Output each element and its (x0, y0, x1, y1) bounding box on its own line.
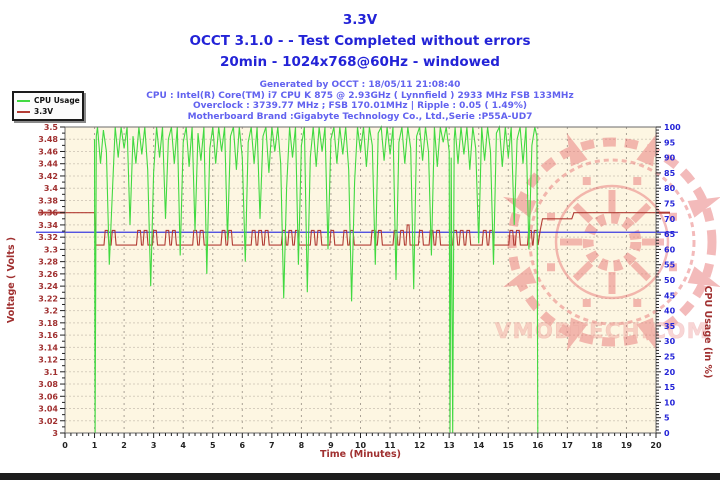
svg-text:55: 55 (664, 261, 676, 270)
svg-text:100: 100 (664, 123, 681, 132)
svg-text:45: 45 (664, 291, 676, 300)
page-title: 3.3V (342, 12, 378, 28)
watermark: VMODTECH.COM (495, 132, 720, 352)
legend-label-voltage: 3.3V (34, 107, 54, 116)
svg-text:3.24: 3.24 (38, 282, 58, 291)
svg-text:7: 7 (269, 441, 275, 450)
footer-bar (0, 473, 720, 480)
legend-label-cpu-usage: CPU Usage (34, 96, 80, 105)
svg-text:11: 11 (384, 441, 396, 450)
svg-text:75: 75 (664, 200, 676, 209)
svg-text:3.34: 3.34 (38, 221, 58, 230)
svg-text:3.08: 3.08 (38, 380, 58, 389)
svg-text:14: 14 (473, 441, 485, 450)
svg-text:3.16: 3.16 (38, 331, 58, 340)
svg-text:3.04: 3.04 (38, 405, 58, 414)
svg-text:85: 85 (664, 169, 676, 178)
generated-by-line: Generated by OCCT : 18/05/11 21:08:40 (259, 80, 461, 90)
chart-header: 3.3V OCCT 3.1.0 - - Test Completed witho… (0, 10, 720, 73)
svg-text:3.28: 3.28 (38, 258, 58, 267)
svg-text:3.06: 3.06 (38, 392, 58, 401)
svg-text:0: 0 (664, 429, 670, 438)
svg-text:3.48: 3.48 (38, 135, 58, 144)
svg-text:3.46: 3.46 (38, 147, 58, 156)
svg-text:6: 6 (240, 441, 246, 450)
right-axis-title: CPU Usage (in %) (702, 286, 713, 379)
svg-text:35: 35 (664, 322, 676, 331)
motherboard-info-line: Motherboard Brand :Gigabyte Technology C… (187, 111, 533, 122)
cpu-usage-line-swatch (17, 99, 30, 102)
svg-text:13: 13 (444, 441, 455, 450)
svg-text:17: 17 (562, 441, 573, 450)
svg-text:50: 50 (664, 276, 676, 285)
svg-text:3.38: 3.38 (38, 196, 58, 205)
system-info-block: Generated by OCCT : 18/05/11 21:08:40 CP… (0, 80, 720, 122)
legend-item-voltage: 3.3V (17, 106, 79, 117)
svg-text:3: 3 (151, 441, 157, 450)
cpu-info-line: CPU : Intel(R) Core(TM) i7 CPU K 875 @ 2… (146, 90, 574, 101)
svg-text:3.42: 3.42 (38, 172, 58, 181)
svg-text:3.22: 3.22 (38, 294, 58, 303)
svg-text:3.4: 3.4 (44, 184, 59, 193)
svg-text:3.02: 3.02 (38, 417, 58, 426)
svg-text:80: 80 (664, 184, 676, 193)
svg-text:30: 30 (664, 337, 676, 346)
svg-text:8: 8 (299, 441, 305, 450)
svg-text:20: 20 (650, 441, 662, 450)
left-axis-title: Voltage ( Volts ) (6, 237, 17, 323)
svg-text:25: 25 (664, 353, 676, 362)
svg-text:3.14: 3.14 (38, 343, 58, 352)
svg-text:90: 90 (664, 154, 676, 163)
svg-text:3.3: 3.3 (44, 245, 58, 254)
voltage-line-swatch (17, 110, 30, 113)
svg-text:3.2: 3.2 (44, 307, 58, 316)
svg-text:3.12: 3.12 (38, 356, 58, 365)
svg-text:3.26: 3.26 (38, 270, 58, 279)
svg-text:15: 15 (664, 383, 676, 392)
svg-text:65: 65 (664, 230, 676, 239)
svg-text:70: 70 (664, 215, 676, 224)
svg-text:19: 19 (621, 441, 633, 450)
svg-text:1: 1 (92, 441, 98, 450)
legend: CPU Usage 3.3V (12, 91, 84, 121)
svg-text:3.36: 3.36 (38, 209, 58, 218)
overclock-info-line: Overclock : 3739.77 MHz ; FSB 170.01MHz … (192, 101, 528, 111)
svg-text:3.18: 3.18 (38, 319, 58, 328)
svg-text:16: 16 (532, 441, 544, 450)
svg-text:12: 12 (414, 441, 425, 450)
svg-text:5: 5 (210, 441, 216, 450)
svg-text:3.32: 3.32 (38, 233, 58, 242)
svg-text:20: 20 (664, 368, 676, 377)
svg-text:95: 95 (664, 138, 676, 147)
test-mode-subtitle: 20min - 1024x768@60Hz - windowed (220, 54, 500, 70)
x-axis-title: Time (Minutes) (320, 449, 401, 460)
legend-item-cpu-usage: CPU Usage (17, 95, 80, 106)
svg-text:60: 60 (664, 245, 676, 254)
svg-text:VMODTECH.COM: VMODTECH.COM (495, 319, 709, 343)
svg-text:5: 5 (664, 414, 670, 423)
svg-text:3: 3 (52, 429, 58, 438)
svg-text:4: 4 (180, 441, 186, 450)
svg-text:18: 18 (591, 441, 603, 450)
svg-text:10: 10 (664, 398, 676, 407)
svg-text:2: 2 (121, 441, 127, 450)
svg-text:9: 9 (328, 441, 334, 450)
svg-text:10: 10 (355, 441, 367, 450)
svg-text:0: 0 (62, 441, 68, 450)
svg-text:3.44: 3.44 (38, 160, 58, 169)
svg-text:3.1: 3.1 (44, 368, 59, 377)
svg-text:15: 15 (503, 441, 515, 450)
svg-text:3.5: 3.5 (44, 123, 59, 132)
test-result-subtitle: OCCT 3.1.0 - - Test Completed without er… (189, 33, 531, 49)
svg-text:40: 40 (664, 307, 676, 316)
